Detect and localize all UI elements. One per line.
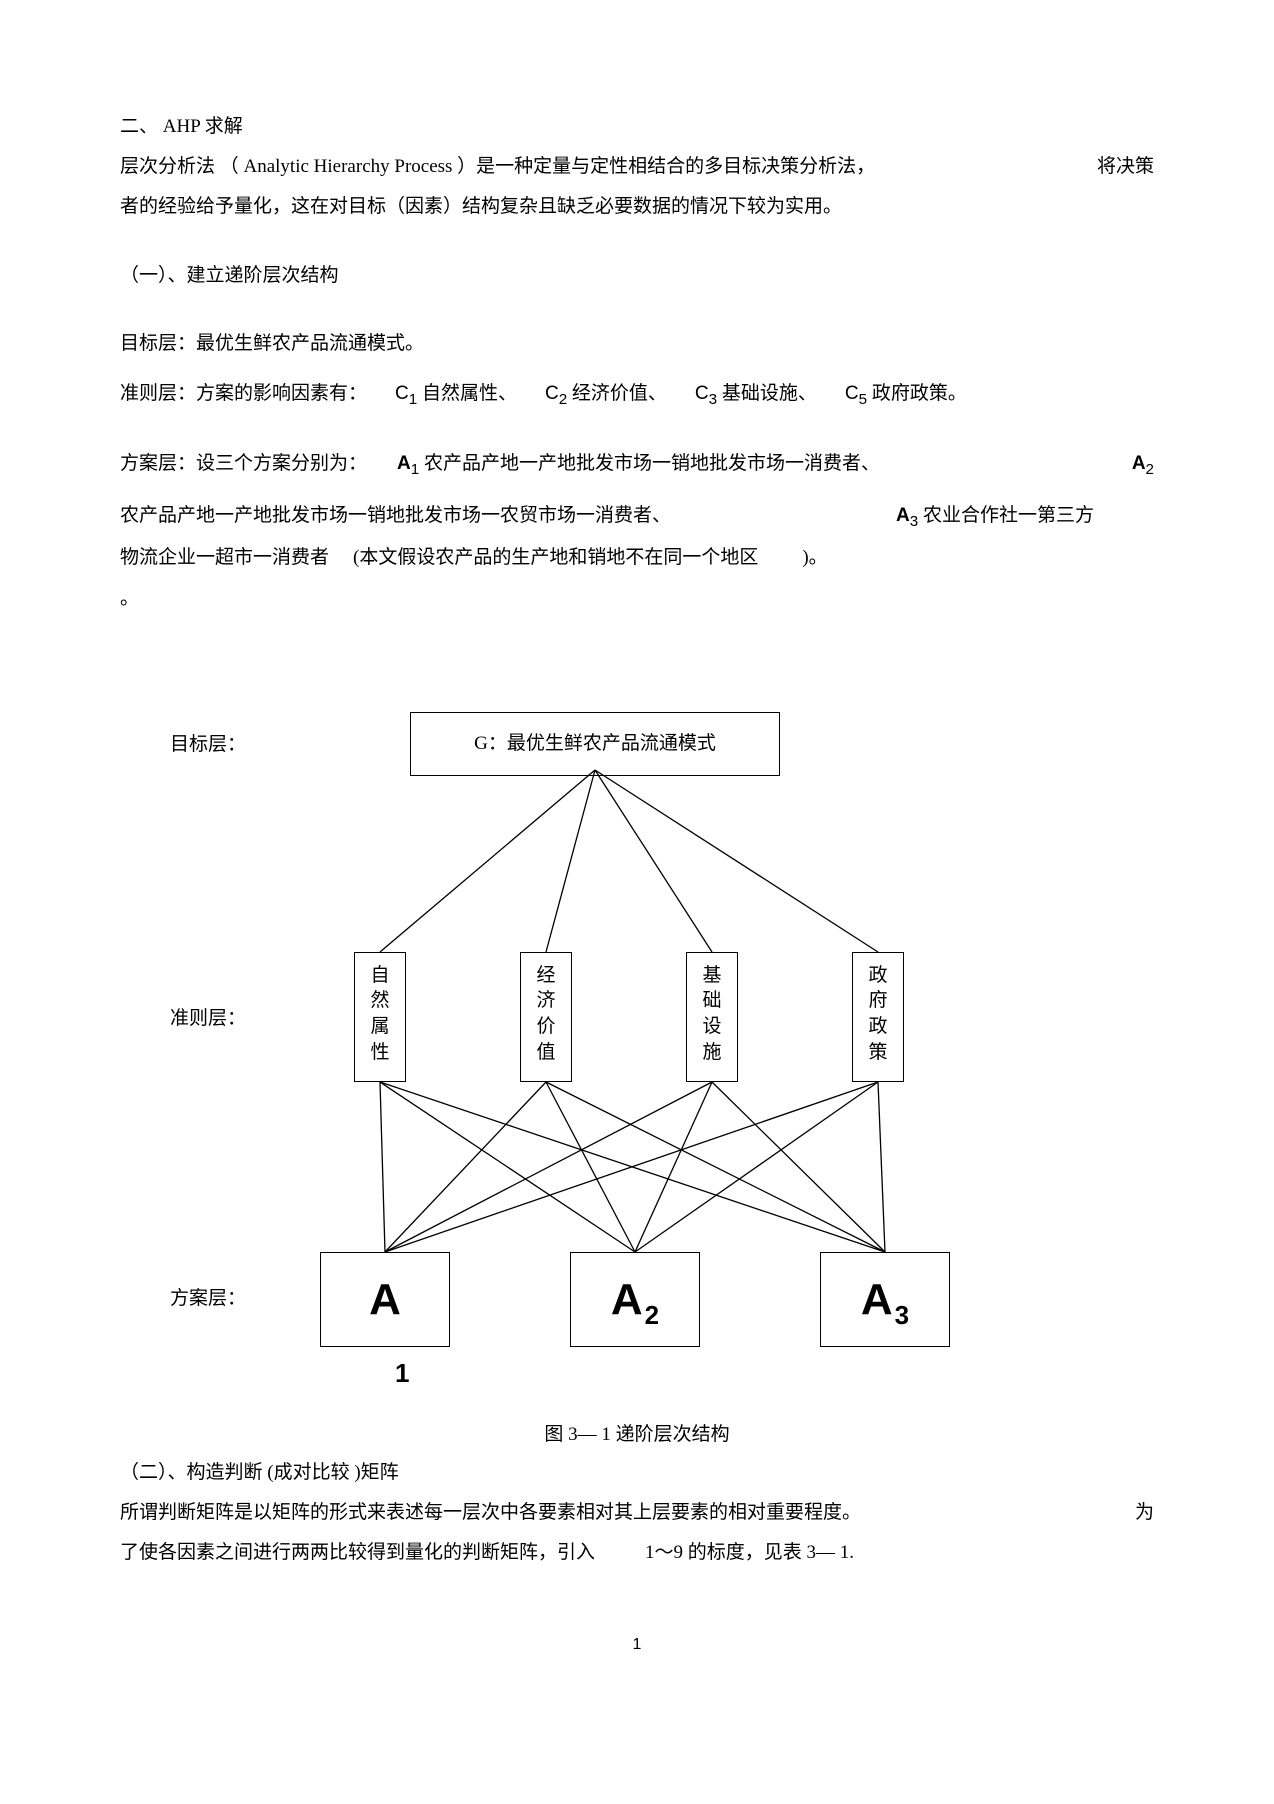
text: (本文假设农产品的生产地和销地不在同一个地区 xyxy=(353,541,758,575)
text: 1 xyxy=(633,1636,642,1653)
text: )。 xyxy=(802,541,827,575)
paragraph: 层次分析法 （ Analytic Hierarchy Process ）是一种定… xyxy=(120,150,1154,184)
text: （二）、构造判断 (成对比较 )矩阵 xyxy=(120,1462,399,1483)
alt-layer-text: 物流企业一超市一消费者 (本文假设农产品的生产地和销地不在同一个地区 )。 xyxy=(120,541,1154,575)
text: 准则层：方案的影响因素有： xyxy=(120,377,367,413)
diagram-edges xyxy=(120,712,1154,1412)
text: 者的经验给予量化，这在对目标（因素）结构复杂且缺乏必要数据的情况下较为实用。 xyxy=(120,196,842,217)
page-number: 1 xyxy=(120,1631,1154,1660)
text: 为 xyxy=(1135,1496,1154,1530)
text: A1 农产品产地一产地批发市场一销地批发市场一消费者、 xyxy=(397,447,880,483)
text: 所谓判断矩阵是以矩阵的形式来表述每一层次中各要素相对其上层要素的相对重要程度。 xyxy=(120,1496,861,1530)
section-heading: 二、 AHP 求解 xyxy=(120,110,1154,144)
text: C3 基础设施、 xyxy=(695,377,817,413)
text: 农产品产地一产地批发市场一销地批发市场一农贸市场一消费者、 xyxy=(120,499,671,535)
text: A3 农业合作社一第三方 xyxy=(896,499,1094,535)
text: （一）、建立递阶层次结构 xyxy=(120,265,339,286)
text: C5 政府政策。 xyxy=(845,377,967,413)
text: 物流企业一超市一消费者 xyxy=(120,541,329,575)
figure-caption: 图 3— 1 递阶层次结构 xyxy=(120,1418,1154,1452)
paragraph: 所谓判断矩阵是以矩阵的形式来表述每一层次中各要素相对其上层要素的相对重要程度。 … xyxy=(120,1496,1154,1530)
text: 1～9 的标度，见表 3— 1. xyxy=(645,1536,854,1570)
alt-layer-text: 农产品产地一产地批发市场一销地批发市场一农贸市场一消费者、 A3 农业合作社一第… xyxy=(120,499,1154,535)
text: 二、 AHP 求解 xyxy=(120,116,243,137)
page: 二、 AHP 求解 层次分析法 （ Analytic Hierarchy Pro… xyxy=(0,0,1274,1719)
text: 。 xyxy=(120,582,1154,616)
text: 目标层：最优生鲜农产品流通模式。 xyxy=(120,333,424,354)
subsection-heading: （一）、建立递阶层次结构 xyxy=(120,259,1154,293)
text: 层次分析法 （ Analytic Hierarchy Process ）是一种定… xyxy=(120,150,875,184)
text: A2 xyxy=(1132,447,1154,483)
alt-layer-text: 方案层：设三个方案分别为： A1 农产品产地一产地批发市场一销地批发市场一消费者… xyxy=(120,447,1154,483)
text: C1 自然属性、 xyxy=(395,377,517,413)
text: 图 3— 1 递阶层次结构 xyxy=(544,1424,729,1445)
paragraph: 了使各因素之间进行两两比较得到量化的判断矩阵，引入 1～9 的标度，见表 3— … xyxy=(120,1536,1154,1570)
criteria-layer-text: 准则层：方案的影响因素有： C1 自然属性、 C2 经济价值、 C3 基础设施、… xyxy=(120,377,1154,413)
goal-layer-text: 目标层：最优生鲜农产品流通模式。 xyxy=(120,327,1154,361)
text: C2 经济价值、 xyxy=(545,377,667,413)
text: 将决策 xyxy=(1097,150,1154,184)
paragraph: 者的经验给予量化，这在对目标（因素）结构复杂且缺乏必要数据的情况下较为实用。 xyxy=(120,190,1154,224)
hierarchy-diagram: 目标层： 准则层： 方案层： G：最优生鲜农产品流通模式 自然属性 经济价值 基… xyxy=(120,712,1154,1412)
text: 。 xyxy=(120,588,139,609)
text: 了使各因素之间进行两两比较得到量化的判断矩阵，引入 xyxy=(120,1536,595,1570)
text: 方案层：设三个方案分别为： xyxy=(120,447,367,483)
subsection-heading: （二）、构造判断 (成对比较 )矩阵 xyxy=(120,1456,1154,1490)
